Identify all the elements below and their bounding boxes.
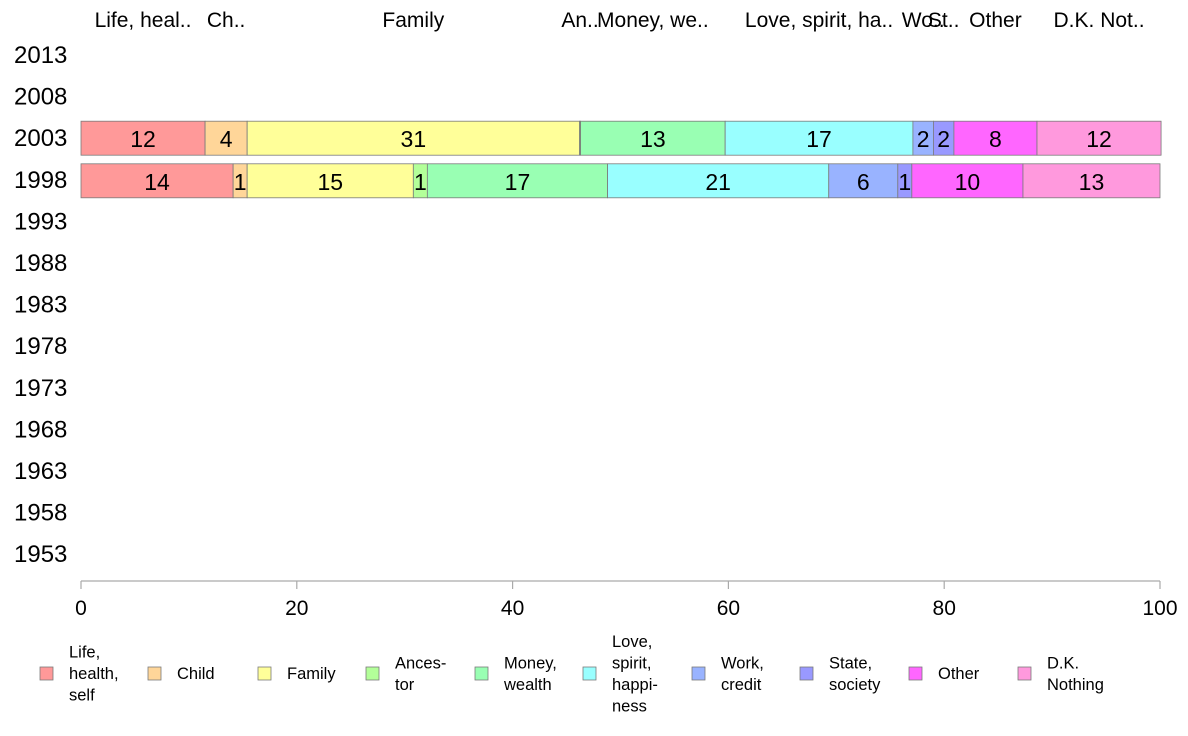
bar-value-label: 17 bbox=[505, 169, 531, 195]
legend-label: Life, bbox=[69, 644, 100, 662]
bar-value-label: 17 bbox=[806, 126, 832, 152]
legend-label: Money, bbox=[504, 654, 557, 672]
top-category-label: St.. bbox=[928, 9, 960, 32]
bar-segment bbox=[1022, 163, 1161, 199]
legend-label: tor bbox=[395, 676, 415, 694]
bar-segment bbox=[607, 163, 830, 199]
bar-segment bbox=[953, 120, 1038, 156]
legend-swatch bbox=[908, 666, 923, 681]
bar-segment bbox=[426, 163, 608, 199]
bar-segment bbox=[204, 120, 248, 156]
year-label: 2013 bbox=[14, 42, 67, 69]
top-category-label: Wo.. bbox=[902, 9, 945, 32]
bar-value-label: 10 bbox=[955, 169, 981, 195]
bar-value-label: 2 bbox=[917, 126, 930, 152]
bar-segment bbox=[580, 120, 726, 156]
legend-label: health, bbox=[69, 665, 119, 683]
bar-value-label: 1 bbox=[898, 169, 911, 195]
bar-segment bbox=[724, 120, 914, 156]
bar-value-label: 14 bbox=[144, 169, 170, 195]
top-category-label: D.K. Not.. bbox=[1054, 9, 1145, 32]
legend-label: Ances- bbox=[395, 654, 446, 672]
bar-value-label: 12 bbox=[130, 126, 156, 152]
year-label: 1988 bbox=[14, 250, 67, 277]
x-tick-label: 80 bbox=[933, 597, 956, 620]
legend-label: happi- bbox=[612, 676, 658, 694]
legend-swatch bbox=[1017, 666, 1032, 681]
year-label: 1993 bbox=[14, 208, 67, 235]
bar-segment bbox=[1036, 120, 1162, 156]
legend-label: self bbox=[69, 687, 95, 705]
legend-label: Work, bbox=[721, 654, 764, 672]
legend-swatch bbox=[365, 666, 380, 681]
year-label: 1963 bbox=[14, 458, 67, 485]
bar-value-label: 21 bbox=[705, 169, 731, 195]
legend-label: society bbox=[829, 676, 881, 694]
legend-swatch bbox=[582, 666, 597, 681]
bar-segment bbox=[911, 163, 1024, 199]
top-category-label: Life, heal.. bbox=[95, 9, 192, 32]
legend-label: wealth bbox=[503, 676, 552, 694]
legend-swatch bbox=[147, 666, 162, 681]
bar-value-label: 12 bbox=[1086, 126, 1112, 152]
bar-value-label: 1 bbox=[234, 169, 247, 195]
year-label: 1973 bbox=[14, 375, 67, 402]
legend-label: Nothing bbox=[1047, 676, 1104, 694]
x-tick-label: 20 bbox=[285, 597, 308, 620]
bar-value-label: 13 bbox=[640, 126, 666, 152]
top-category-label: Other bbox=[969, 9, 1022, 32]
top-category-label: An.. bbox=[561, 9, 598, 32]
legend-label: credit bbox=[721, 676, 762, 694]
legend-label: Love, bbox=[612, 633, 652, 651]
legend-label: Other bbox=[938, 665, 980, 683]
bar-segment bbox=[828, 163, 899, 199]
legend-label: Family bbox=[287, 665, 336, 683]
year-label: 1968 bbox=[14, 416, 67, 443]
bar-value-label: 8 bbox=[989, 126, 1002, 152]
bar-value-label: 15 bbox=[317, 169, 343, 195]
legend-label: spirit, bbox=[612, 654, 651, 672]
bar-segment bbox=[80, 120, 206, 156]
bar-value-label: 31 bbox=[401, 126, 427, 152]
year-label: 2008 bbox=[14, 84, 67, 111]
top-category-label: Money, we.. bbox=[597, 9, 709, 32]
legend-label: Child bbox=[177, 665, 215, 683]
legend-label: D.K. bbox=[1047, 654, 1079, 672]
bar-value-label: 13 bbox=[1079, 169, 1105, 195]
bar-value-label: 1 bbox=[414, 169, 427, 195]
top-category-label: Ch.. bbox=[207, 9, 246, 32]
top-category-label: Family bbox=[382, 9, 444, 32]
legend-swatch bbox=[799, 666, 814, 681]
bar-value-label: 4 bbox=[220, 126, 233, 152]
x-tick-label: 60 bbox=[717, 597, 740, 620]
legend-swatch bbox=[691, 666, 706, 681]
year-label: 1978 bbox=[14, 333, 67, 360]
x-tick-label: 40 bbox=[501, 597, 524, 620]
year-label: 1953 bbox=[14, 541, 67, 568]
x-tick-label: 0 bbox=[75, 597, 87, 620]
bar-value-label: 2 bbox=[937, 126, 950, 152]
legend-swatch bbox=[474, 666, 489, 681]
bar-value-label: 6 bbox=[857, 169, 870, 195]
year-label: 1983 bbox=[14, 292, 67, 319]
year-label: 1958 bbox=[14, 500, 67, 527]
x-tick-label: 100 bbox=[1142, 597, 1177, 620]
bar-segment bbox=[246, 120, 580, 156]
year-label: 2003 bbox=[14, 125, 67, 152]
legend-swatch bbox=[257, 666, 272, 681]
legend-swatch bbox=[39, 666, 54, 681]
year-label: 1998 bbox=[14, 167, 67, 194]
legend-label: State, bbox=[829, 654, 872, 672]
legend-label: ness bbox=[612, 697, 647, 715]
top-category-label: Love, spirit, ha.. bbox=[745, 9, 893, 32]
